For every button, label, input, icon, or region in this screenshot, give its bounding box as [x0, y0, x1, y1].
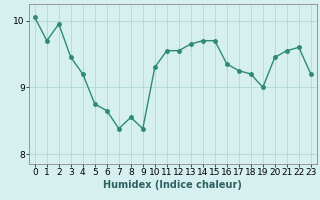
X-axis label: Humidex (Indice chaleur): Humidex (Indice chaleur) [103, 180, 242, 190]
